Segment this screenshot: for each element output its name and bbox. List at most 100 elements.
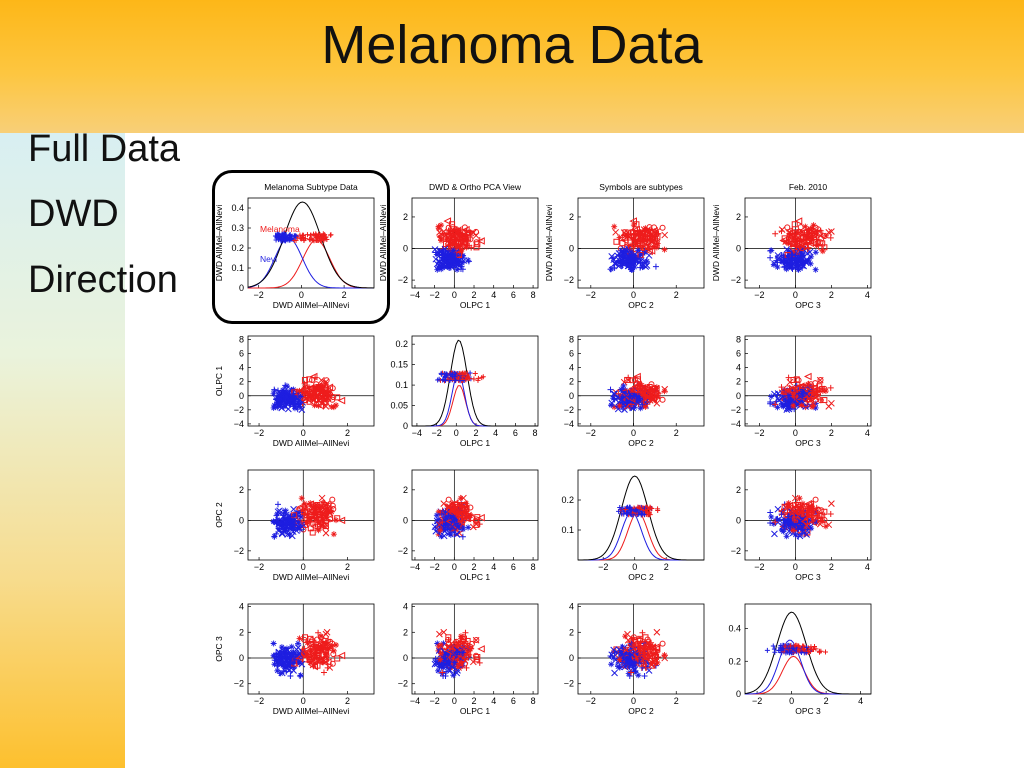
data-point <box>624 403 631 410</box>
data-point <box>621 393 629 401</box>
data-point <box>795 377 802 384</box>
data-point <box>280 232 286 238</box>
data-point <box>772 401 779 408</box>
data-point <box>334 655 341 662</box>
tick-label: 0 <box>403 421 408 431</box>
data-point <box>443 217 452 225</box>
data-point <box>637 251 644 258</box>
data-point <box>284 531 292 538</box>
data-point <box>325 392 332 399</box>
data-point <box>287 397 294 404</box>
data-point <box>460 649 467 656</box>
data-point <box>311 231 317 237</box>
data-point <box>634 389 641 396</box>
tick-label: −2 <box>731 405 741 415</box>
data-point <box>337 516 346 525</box>
data-point <box>631 252 638 259</box>
data-point <box>618 396 625 403</box>
data-point <box>624 228 631 236</box>
tick-label: 2 <box>569 627 574 637</box>
data-point <box>273 657 280 664</box>
data-point <box>473 521 480 528</box>
tick-label: 0 <box>631 696 636 706</box>
data-point <box>449 523 456 530</box>
data-point <box>322 521 330 529</box>
data-point <box>788 384 796 392</box>
panel-title: Symbols are subtypes <box>599 182 683 192</box>
total-density <box>412 339 538 427</box>
data-point <box>790 402 797 409</box>
data-point <box>280 658 287 665</box>
data-point <box>635 376 642 383</box>
data-point <box>318 393 326 401</box>
data-point <box>439 660 446 667</box>
data-point <box>446 526 453 533</box>
data-point <box>621 663 629 671</box>
data-point <box>273 530 280 537</box>
data-point <box>472 520 480 528</box>
data-point <box>277 670 284 677</box>
data-point <box>276 660 283 667</box>
panel-1-3: −2 0 2 4 OPC 3 −4 −2 0 2 4 6 8 <box>731 335 872 448</box>
data-point <box>803 372 812 381</box>
data-point <box>610 255 617 262</box>
data-point <box>437 509 444 516</box>
data-point <box>783 533 790 540</box>
data-point <box>817 396 824 403</box>
data-point <box>655 506 661 512</box>
data-point <box>333 402 340 409</box>
data-point <box>460 240 467 247</box>
data-point <box>616 402 623 409</box>
data-point <box>807 504 814 511</box>
data-point <box>800 252 807 259</box>
data-point <box>808 644 814 650</box>
data-point <box>611 223 618 230</box>
x-axis-label: DWD AllMel–AllNevi <box>273 572 350 582</box>
data-point <box>439 262 446 269</box>
data-point <box>461 224 468 231</box>
data-point <box>792 516 799 523</box>
data-point <box>450 672 457 679</box>
tick-label: 2 <box>674 696 679 706</box>
data-point <box>653 244 660 251</box>
data-point <box>800 241 808 250</box>
data-point <box>446 262 453 269</box>
data-point <box>790 234 797 241</box>
data-point <box>644 636 651 643</box>
data-point <box>472 232 480 239</box>
data-point <box>631 239 638 246</box>
data-point <box>329 660 336 667</box>
x-axis-label: OPC 2 <box>628 438 654 448</box>
data-point <box>661 246 668 253</box>
data-point <box>808 225 815 232</box>
tick-label: 4 <box>491 696 496 706</box>
data-point <box>458 248 465 255</box>
data-point <box>631 377 638 384</box>
data-point <box>457 265 464 272</box>
data-point <box>774 264 781 271</box>
tick-label: 0.4 <box>231 203 244 213</box>
data-point <box>638 512 644 518</box>
data-point <box>808 237 815 244</box>
data-point <box>661 231 669 239</box>
data-point <box>653 399 661 407</box>
data-point <box>786 519 793 526</box>
data-point <box>436 228 443 236</box>
data-point <box>445 241 454 250</box>
data-point <box>628 640 635 647</box>
tick-label: −2 <box>430 696 440 706</box>
data-point <box>636 397 643 404</box>
data-point <box>455 514 462 521</box>
data-point <box>438 222 445 229</box>
data-point <box>318 376 325 384</box>
tick-label: 4 <box>491 290 496 300</box>
data-point <box>276 526 283 533</box>
slide-title: Melanoma Data <box>321 15 703 75</box>
data-point <box>631 392 638 399</box>
data-point <box>633 651 640 658</box>
data-point <box>628 257 636 265</box>
tick-label: 0 <box>403 244 408 254</box>
data-point <box>647 247 656 255</box>
data-point <box>276 396 283 403</box>
data-point <box>642 238 649 245</box>
